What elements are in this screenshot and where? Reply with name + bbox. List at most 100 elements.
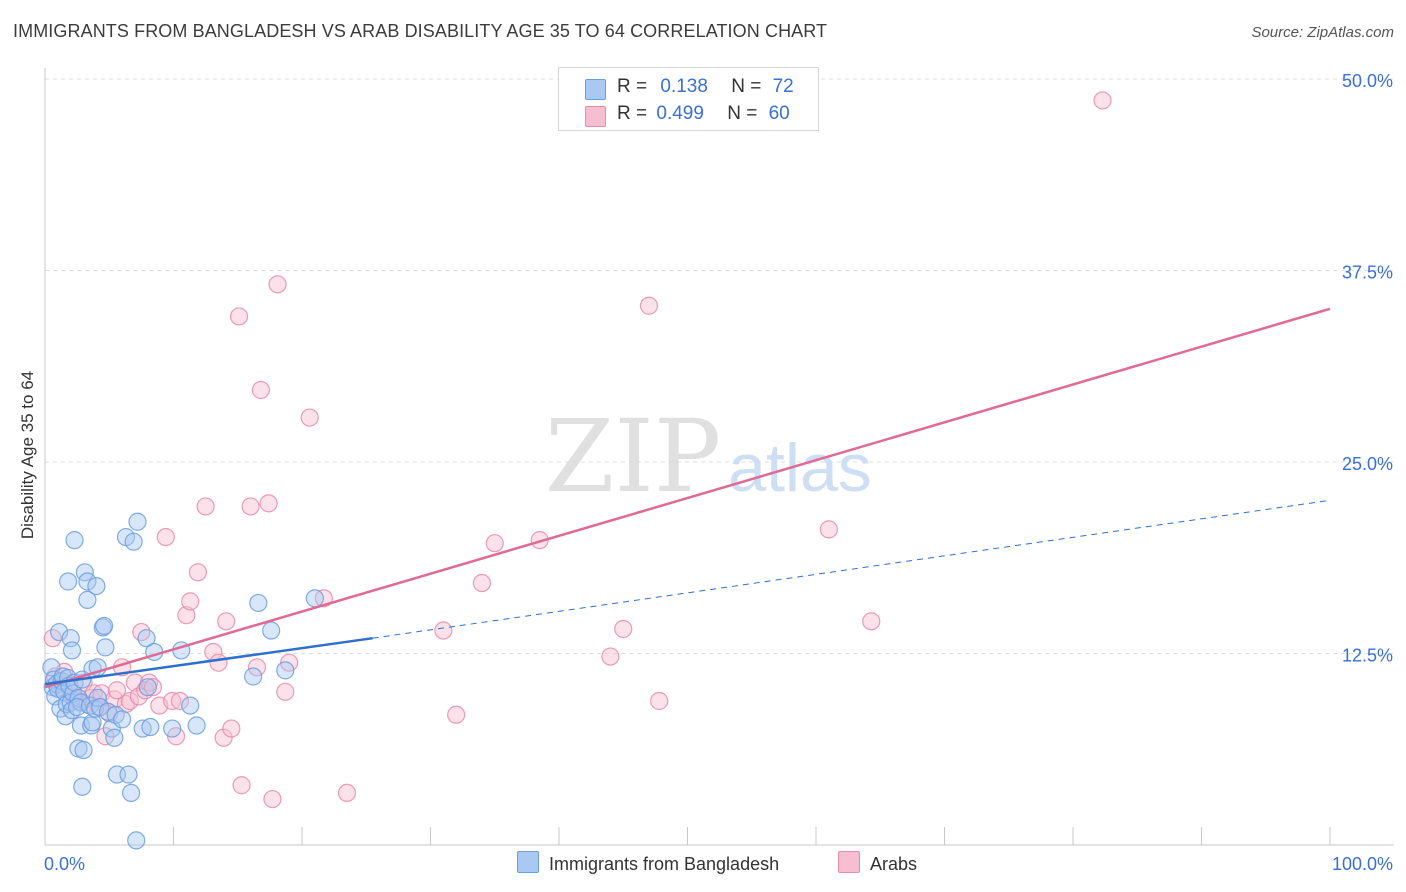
stats-legend: R = 0.138 N = 72 R = 0.499 N = 60 [558, 67, 819, 131]
bangladesh-point [74, 740, 93, 760]
arabs-point [241, 497, 260, 516]
chart-title: IMMIGRANTS FROM BANGLADESH VS ARAB DISAB… [13, 21, 828, 41]
arabs-point [177, 606, 196, 625]
bangladesh-point [124, 532, 143, 551]
blue-swatch [585, 79, 606, 100]
bangladesh-point [82, 716, 101, 735]
arabs-point [259, 494, 278, 513]
bangladesh-point [73, 777, 92, 796]
legend-n-label: N = [731, 76, 762, 97]
bangladesh-point [83, 713, 102, 732]
bangladesh-point [106, 705, 125, 724]
bottom-legend-label: Immigrants from Bangladesh [549, 854, 780, 874]
blue-swatch [517, 851, 539, 873]
bottom-legend-label: Arabs [870, 854, 918, 874]
arabs-trend-line [44, 307, 1331, 689]
legend-r-value: 0.138 [660, 76, 708, 97]
bangladesh-point [105, 728, 124, 747]
legend-n-label: N = [727, 103, 758, 124]
y-tick-label: 12.5% [1342, 646, 1393, 666]
bangladesh-point [119, 765, 138, 784]
legend-r-label: R = [617, 76, 648, 97]
source-label: Source: ZipAtlas.com [1251, 24, 1394, 41]
arabs-point [143, 678, 163, 697]
arabs-point [862, 612, 881, 631]
bangladesh-point [112, 710, 132, 729]
bangladesh-point [262, 621, 281, 640]
arabs-point [650, 691, 669, 711]
bangladesh-point [141, 717, 160, 737]
arabs-point [601, 647, 620, 666]
pink-swatch [585, 106, 606, 127]
arabs-point [170, 691, 190, 711]
arabs-point [107, 681, 127, 700]
bangladesh-point [95, 616, 114, 636]
arabs-point [447, 705, 466, 724]
arabs-point [251, 380, 270, 400]
bangladesh-point [50, 622, 69, 642]
arabs-point [614, 619, 633, 639]
arabs-point [222, 719, 241, 738]
bangladesh-point [128, 512, 147, 531]
bangladesh-point [96, 638, 115, 657]
arabs-point [263, 789, 282, 809]
arabs-point [247, 658, 267, 677]
arabs-point [472, 573, 491, 593]
gridlines [45, 78, 1394, 654]
arabs-point [188, 563, 208, 582]
bangladesh-point [276, 661, 295, 680]
bangladesh-point [59, 572, 78, 591]
arabs-point [337, 783, 357, 803]
watermark-zip: ZIP [545, 398, 721, 515]
y-tick-label: 37.5% [1342, 263, 1393, 283]
bangladesh-trend-line [44, 636, 373, 686]
legend-r-label: R = [617, 103, 648, 124]
bangladesh-point [78, 590, 97, 609]
arabs-point [300, 408, 319, 427]
bangladesh-point [163, 719, 182, 738]
bangladesh-point [138, 678, 157, 697]
arabs-point [196, 497, 215, 516]
arabs-point [1093, 91, 1112, 110]
bangladesh-point [121, 783, 141, 803]
arabs-point [639, 296, 659, 315]
arabs-point [268, 275, 287, 294]
bangladesh-point [137, 629, 156, 648]
arabs-point [819, 520, 838, 539]
bottom-legend-arabs: Arabs [838, 851, 917, 875]
watermark: ZIP atlas [545, 398, 872, 515]
data-points [42, 91, 1112, 850]
arabs-point [485, 534, 504, 553]
bangladesh-point [62, 641, 82, 660]
bangladesh-point [305, 589, 324, 608]
bangladesh-point [71, 716, 91, 735]
bangladesh-point [187, 716, 206, 735]
trend-lines [44, 307, 1331, 689]
arabs-point [209, 653, 228, 672]
arabs-point [276, 682, 295, 701]
axes [44, 68, 1394, 846]
bangladesh-point [78, 572, 97, 591]
arabs-point [229, 307, 249, 326]
arabs-point [156, 527, 175, 547]
arabs-point [120, 691, 139, 711]
bangladesh-point [244, 667, 263, 686]
y-tick-label: 50.0% [1342, 71, 1393, 91]
x-tick-label: 0.0% [44, 854, 85, 874]
bangladesh-point [133, 719, 152, 738]
legend-r-value: 0.499 [656, 103, 704, 124]
y-tick-label: 25.0% [1342, 454, 1393, 474]
bangladesh-trend-extension [372, 499, 1331, 639]
tick-labels: 12.5% 25.0% 37.5% 50.0% 0.0% 100.0% [44, 71, 1393, 874]
legend-n-value: 72 [772, 76, 794, 97]
arabs-point [163, 691, 182, 711]
bangladesh-point [249, 593, 268, 613]
bangladesh-point [87, 576, 106, 596]
x-tick-label: 100.0% [1332, 854, 1393, 874]
arabs-point [181, 592, 200, 611]
legend-n-value: 60 [768, 103, 790, 124]
bangladesh-point [127, 831, 146, 850]
pink-swatch [838, 851, 860, 873]
watermark-atlas: atlas [728, 430, 872, 506]
